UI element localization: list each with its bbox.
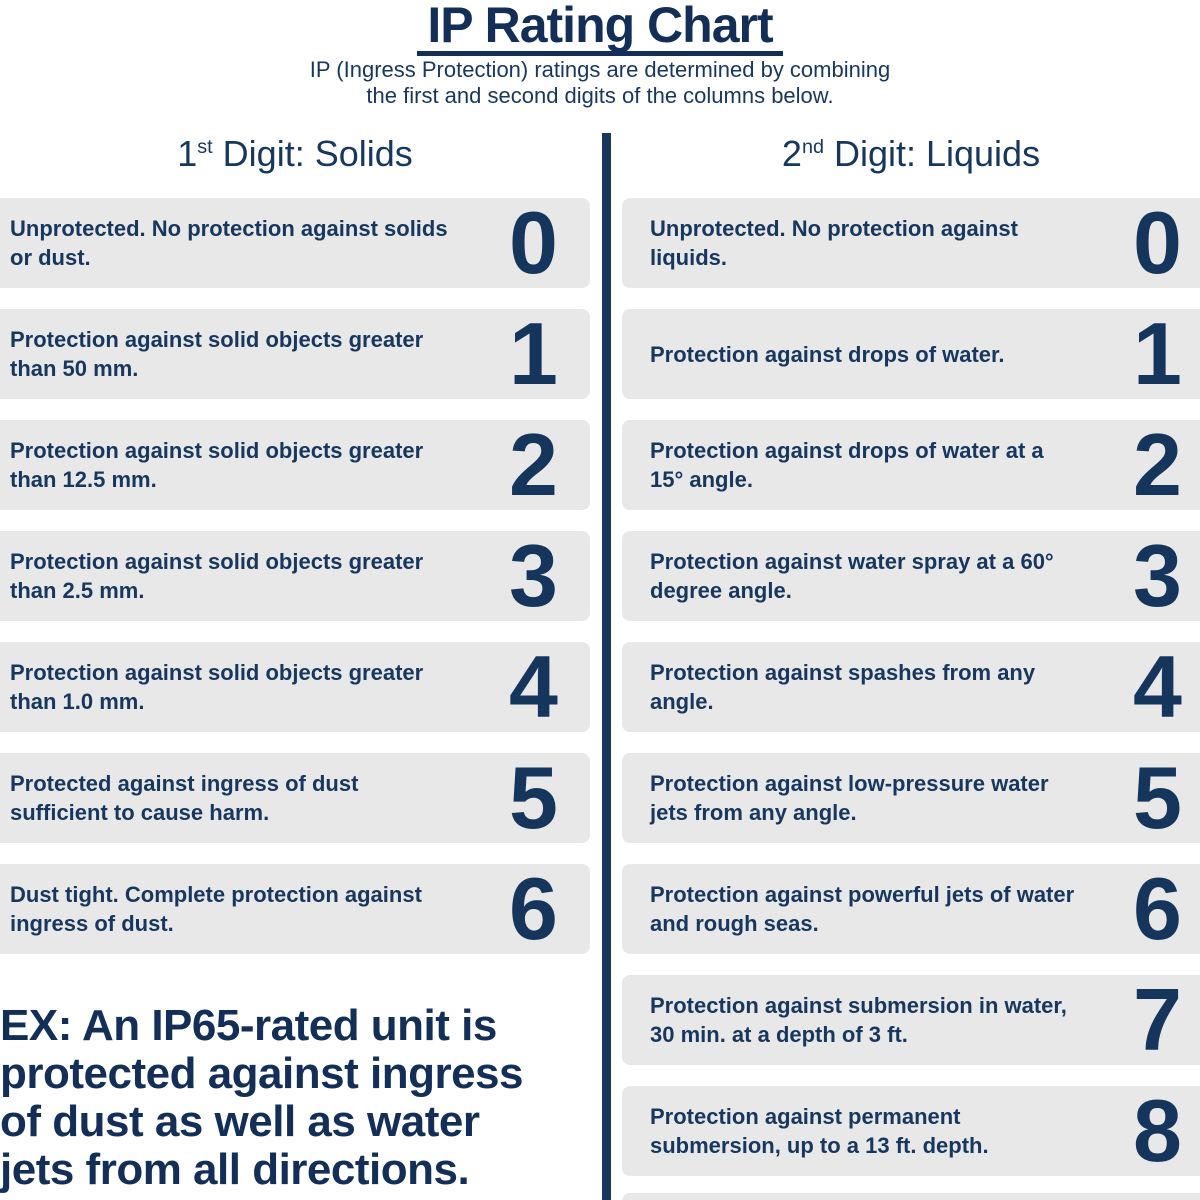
solids-heading-number: 1 [177, 133, 198, 174]
rating-description: Protection against powerful jets of wate… [650, 882, 1075, 936]
rating-description: Dust tight. Complete protection against … [10, 882, 422, 936]
liquids-heading-label: Digit: Liquids [823, 133, 1041, 174]
solids-row-4: Protection against solid objects greater… [0, 642, 590, 732]
subtitle-line-1: IP (Ingress Protection) ratings are dete… [309, 57, 891, 82]
liquids-row-2: Protection against drops of water at a 1… [622, 420, 1200, 510]
liquids-column-heading: 2nd Digit: Liquids [622, 133, 1200, 175]
rating-digit: 4 [1133, 637, 1182, 736]
rating-digit: 8 [1133, 1081, 1182, 1180]
solids-row-1: Protection against solid objects greater… [0, 309, 590, 399]
rating-description: Protection against drops of water. [650, 341, 1005, 367]
liquids-row-6: Protection against powerful jets of wate… [622, 864, 1200, 954]
example-line-4: jets from all directions. [0, 1145, 470, 1194]
example-line-3: of dust as well as water [0, 1097, 480, 1146]
example-line-2: protected against ingress [0, 1049, 523, 1098]
liquids-heading-number: 2 [781, 133, 802, 174]
solids-column-heading: 1st Digit: Solids [0, 133, 590, 175]
rating-digit: 5 [1133, 748, 1182, 847]
rating-digit: 2 [509, 415, 558, 514]
solids-heading-ordinal: st [197, 136, 213, 158]
example-note: EX: An IP65-rated unit is protected agai… [0, 1002, 600, 1194]
solids-heading-label: Digit: Solids [212, 133, 413, 174]
rating-description: Unprotected. No protection against solid… [10, 216, 448, 270]
rating-digit: 1 [1133, 304, 1182, 403]
rating-digit: 7 [1133, 970, 1182, 1069]
rating-digit: 6 [1133, 859, 1182, 958]
subtitle-line-2: the first and second digits of the colum… [366, 83, 834, 108]
cut-off-row [622, 1193, 1200, 1200]
rating-description: Protection against low-pressure water je… [650, 771, 1049, 825]
rating-description: Protection against solid objects greater… [10, 327, 424, 381]
rating-description: Protection against solid objects greater… [10, 660, 424, 714]
column-divider [602, 133, 611, 1200]
rating-description: Protection against solid objects greater… [10, 549, 424, 603]
rating-digit: 0 [509, 193, 558, 292]
example-line-1: EX: An IP65-rated unit is [0, 1001, 497, 1050]
rating-description: Protection against submersion in water, … [650, 993, 1067, 1047]
rating-digit: 5 [509, 748, 558, 847]
solids-row-5: Protected against ingress of dust suffic… [0, 753, 590, 843]
rating-description: Protection against drops of water at a 1… [650, 438, 1044, 492]
liquids-row-4: Protection against spashes from any angl… [622, 642, 1200, 732]
solids-column: Unprotected. No protection against solid… [0, 198, 590, 954]
liquids-row-0: Unprotected. No protection against liqui… [622, 198, 1200, 288]
rating-description: Protection against solid objects greater… [10, 438, 424, 492]
liquids-column: Unprotected. No protection against liqui… [622, 198, 1200, 1176]
rating-digit: 2 [1133, 415, 1182, 514]
page-subtitle: IP (Ingress Protection) ratings are dete… [0, 57, 1200, 109]
liquids-row-8: Protection against permanent submersion,… [622, 1086, 1200, 1176]
liquids-row-7: Protection against submersion in water, … [622, 975, 1200, 1065]
liquids-row-5: Protection against low-pressure water je… [622, 753, 1200, 843]
rating-description: Protection against water spray at a 60° … [650, 549, 1054, 603]
solids-row-0: Unprotected. No protection against solid… [0, 198, 590, 288]
rating-digit: 4 [509, 637, 558, 736]
rating-description: Protection against spashes from any angl… [650, 660, 1036, 714]
liquids-row-3: Protection against water spray at a 60° … [622, 531, 1200, 621]
liquids-heading-ordinal: nd [801, 136, 824, 158]
solids-row-6: Dust tight. Complete protection against … [0, 864, 590, 954]
solids-row-3: Protection against solid objects greater… [0, 531, 590, 621]
rating-digit: 3 [509, 526, 558, 625]
page-title: IP Rating Chart [417, 0, 783, 56]
solids-row-2: Protection against solid objects greater… [0, 420, 590, 510]
rating-digit: 1 [509, 304, 558, 403]
rating-digit: 6 [509, 859, 558, 958]
header: IP Rating Chart [0, 0, 1200, 56]
rating-digit: 3 [1133, 526, 1182, 625]
rating-description: Unprotected. No protection against liqui… [650, 216, 1018, 270]
rating-description: Protected against ingress of dust suffic… [10, 771, 359, 825]
rating-digit: 0 [1133, 193, 1182, 292]
rating-description: Protection against permanent submersion,… [650, 1104, 989, 1158]
liquids-row-1: Protection against drops of water. 1 [622, 309, 1200, 399]
